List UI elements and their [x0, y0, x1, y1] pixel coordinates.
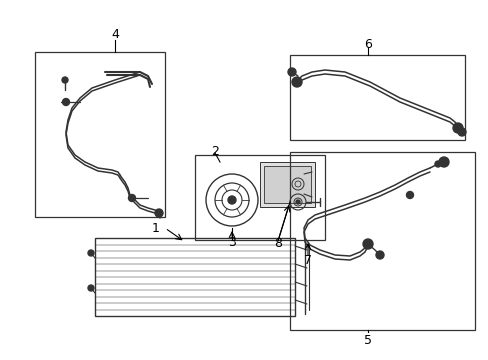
- Bar: [264, 166, 310, 203]
- Circle shape: [295, 200, 299, 204]
- Bar: [289, 55, 464, 140]
- Text: 3: 3: [227, 235, 235, 248]
- Circle shape: [88, 250, 94, 256]
- Circle shape: [406, 192, 413, 198]
- Circle shape: [434, 161, 440, 167]
- Text: 6: 6: [364, 37, 371, 50]
- Text: 2: 2: [211, 144, 219, 158]
- Text: 7: 7: [304, 253, 311, 266]
- Circle shape: [128, 194, 135, 202]
- Bar: [195, 155, 325, 240]
- Circle shape: [227, 196, 236, 204]
- Circle shape: [155, 209, 163, 217]
- Circle shape: [452, 123, 462, 133]
- Circle shape: [62, 77, 68, 83]
- Circle shape: [291, 77, 302, 87]
- Bar: [289, 152, 474, 330]
- Circle shape: [62, 99, 69, 105]
- Circle shape: [438, 157, 448, 167]
- Bar: [95, 238, 294, 316]
- Text: 8: 8: [273, 237, 282, 249]
- Bar: [260, 162, 314, 207]
- Text: 1: 1: [152, 221, 160, 234]
- Circle shape: [88, 285, 94, 291]
- Text: 4: 4: [111, 27, 119, 41]
- Circle shape: [375, 251, 383, 259]
- Circle shape: [457, 128, 465, 136]
- Bar: [35, 52, 164, 217]
- Circle shape: [362, 239, 372, 249]
- Circle shape: [287, 68, 295, 76]
- Text: 5: 5: [363, 333, 371, 346]
